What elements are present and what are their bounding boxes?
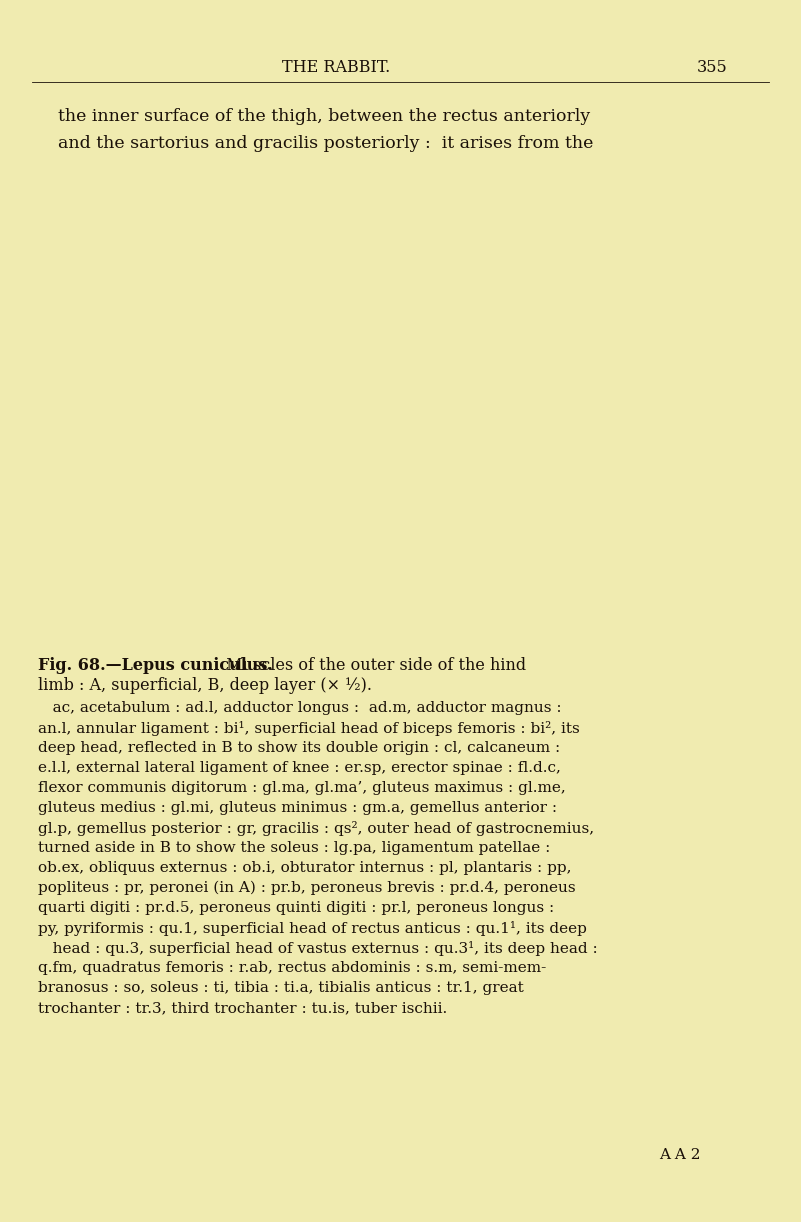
Text: py, pyriformis : qu.1, superficial head of rectus anticus : qu.1¹, its deep: py, pyriformis : qu.1, superficial head …	[38, 921, 587, 936]
Text: gluteus medius : gl.mi, gluteus minimus : gm.a, gemellus anterior :: gluteus medius : gl.mi, gluteus minimus …	[38, 800, 557, 815]
Text: 355: 355	[697, 60, 727, 77]
Text: turned aside in B to show the soleus : lg.pa, ligamentum patellae :: turned aside in B to show the soleus : l…	[38, 841, 550, 855]
Text: flexor communis digitorum : gl.ma, gl.ma’, gluteus maximus : gl.me,: flexor communis digitorum : gl.ma, gl.ma…	[38, 781, 566, 796]
Text: THE RABBIT.: THE RABBIT.	[282, 60, 391, 77]
Text: ob.ex, obliquus externus : ob.i, obturator internus : pl, plantaris : pp,: ob.ex, obliquus externus : ob.i, obturat…	[38, 862, 571, 875]
Text: q.fm, quadratus femoris : r.ab, rectus abdominis : s.m, semi-mem-: q.fm, quadratus femoris : r.ab, rectus a…	[38, 960, 546, 975]
Text: and the sartorius and gracilis posteriorly :  it arises from the: and the sartorius and gracilis posterior…	[58, 134, 594, 152]
Text: limb : A, superficial, B, deep layer (× ½).: limb : A, superficial, B, deep layer (× …	[38, 677, 372, 694]
Text: deep head, reflected in B to show its double origin : cl, calcaneum :: deep head, reflected in B to show its do…	[38, 741, 560, 755]
Text: head : qu.3, superficial head of vastus externus : qu.3¹, its deep head :: head : qu.3, superficial head of vastus …	[38, 941, 598, 956]
Text: an.l, annular ligament : bi¹, superficial head of biceps femoris : bi², its: an.l, annular ligament : bi¹, superficia…	[38, 721, 580, 736]
Text: popliteus : pr, peronei (in A) : pr.b, peroneus brevis : pr.d.4, peroneus: popliteus : pr, peronei (in A) : pr.b, p…	[38, 881, 576, 896]
Text: gl.p, gemellus posterior : gr, gracilis : qs², outer head of gastrocnemius,: gl.p, gemellus posterior : gr, gracilis …	[38, 821, 594, 836]
Text: A A 2: A A 2	[659, 1147, 701, 1162]
Text: the inner surface of the thigh, between the rectus anteriorly: the inner surface of the thigh, between …	[58, 108, 590, 125]
Text: Fig. 68.—Lepus cuniculus.: Fig. 68.—Lepus cuniculus.	[38, 657, 273, 675]
Text: branosus : so, soleus : ti, tibia : ti.a, tibialis anticus : tr.1, great: branosus : so, soleus : ti, tibia : ti.a…	[38, 981, 524, 995]
Text: ac, acetabulum : ad.l, adductor longus :  ad.m, adductor magnus :: ac, acetabulum : ad.l, adductor longus :…	[38, 701, 562, 715]
Text: trochanter : tr.3, third trochanter : tu.is, tuber ischii.: trochanter : tr.3, third trochanter : tu…	[38, 1001, 447, 1015]
Text: e.l.l, external lateral ligament of knee : er.sp, erector spinae : fl.d.c,: e.l.l, external lateral ligament of knee…	[38, 761, 561, 775]
Text: quarti digiti : pr.d.5, peroneus quinti digiti : pr.l, peroneus longus :: quarti digiti : pr.d.5, peroneus quinti …	[38, 901, 554, 915]
Text: Muscles of the outer side of the hind: Muscles of the outer side of the hind	[216, 657, 526, 675]
